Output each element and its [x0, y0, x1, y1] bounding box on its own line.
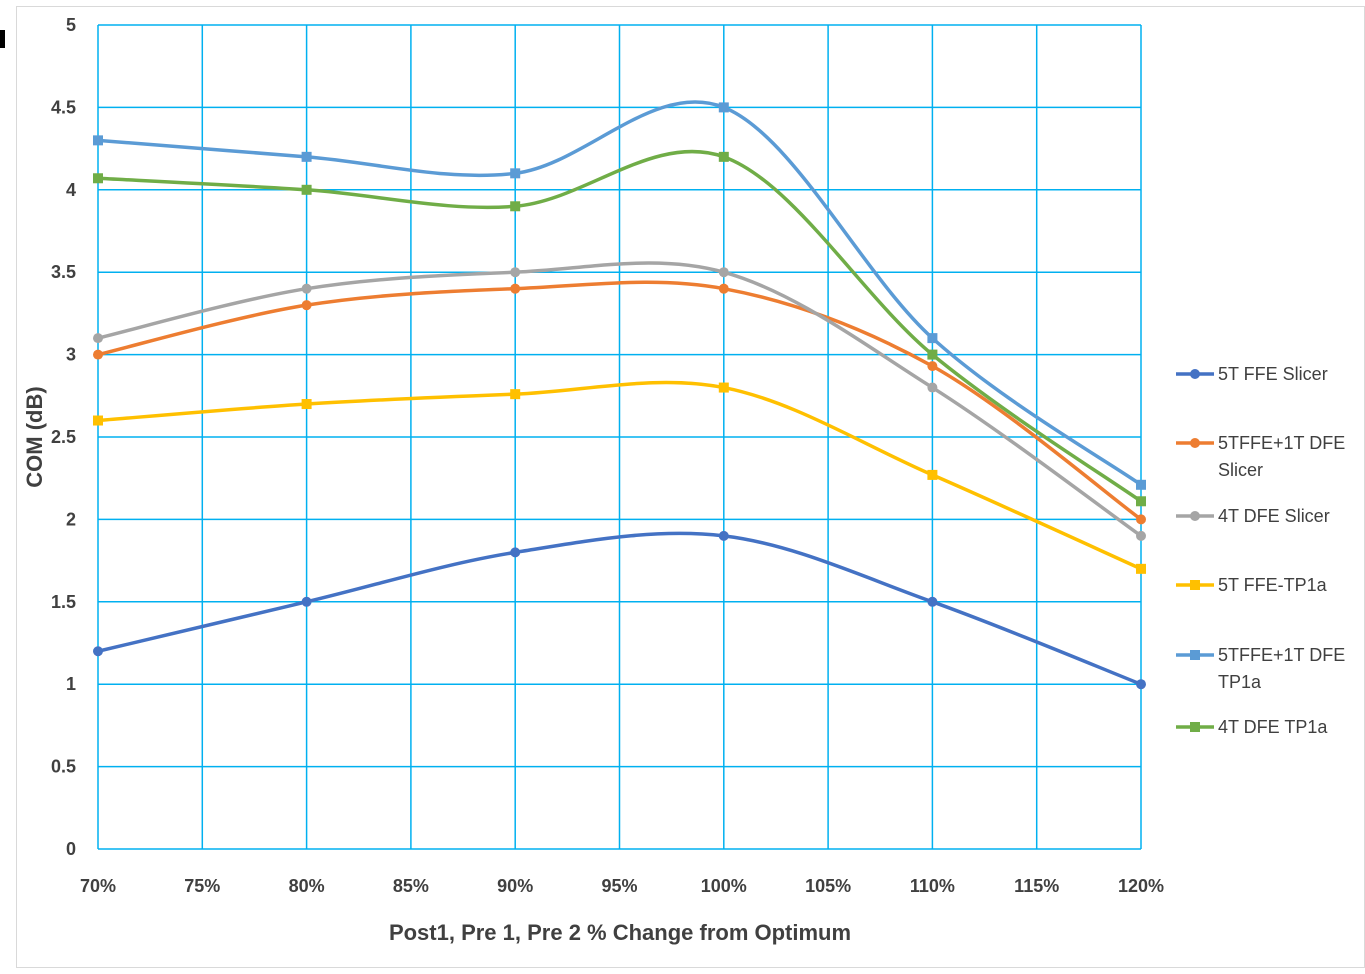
series-5	[93, 100, 1146, 490]
data-point	[301, 283, 312, 294]
x-tick-label: 90%	[497, 876, 533, 896]
data-point	[510, 283, 521, 294]
legend-label: 4T DFE Slicer	[1218, 506, 1330, 526]
data-point	[510, 168, 521, 179]
data-point	[927, 596, 938, 607]
data-point	[927, 469, 938, 480]
series-line	[97, 380, 1142, 571]
legend-label: 5TFFE+1T DFE TP1a	[1218, 645, 1345, 692]
x-tick-label: 85%	[393, 876, 429, 896]
corner-mark	[0, 30, 5, 48]
data-point	[718, 102, 729, 113]
data-point	[510, 547, 521, 558]
x-tick-label: 70%	[80, 876, 116, 896]
data-point	[927, 333, 938, 344]
data-point	[1136, 479, 1146, 490]
x-axis-title: Post1, Pre 1, Pre 2 % Change from Optimu…	[389, 920, 851, 945]
legend-swatch-marker	[1190, 438, 1200, 448]
data-point	[718, 382, 729, 393]
series-line	[97, 261, 1143, 538]
series-line	[97, 280, 1143, 521]
data-point	[93, 646, 103, 657]
legend-swatch-marker	[1190, 369, 1200, 379]
y-tick-label: 1	[66, 674, 76, 694]
series-line	[97, 100, 1143, 487]
legend-label: 5T FFE-TP1a	[1218, 575, 1328, 595]
y-tick-label: 5	[66, 15, 76, 35]
y-tick-label: 2	[66, 509, 76, 529]
data-point	[301, 596, 312, 607]
y-tick-label: 0.5	[51, 757, 76, 777]
x-tick-label: 105%	[805, 876, 851, 896]
series-4	[93, 380, 1146, 574]
data-point	[93, 135, 103, 146]
data-point	[510, 389, 521, 400]
series-layer	[93, 100, 1146, 690]
y-tick-label: 2.5	[51, 427, 76, 447]
x-tick-label: 110%	[910, 876, 955, 896]
data-point	[1136, 496, 1146, 507]
data-point	[1136, 514, 1146, 525]
legend-item: 5TFFE+1T DFE Slicer	[1176, 433, 1345, 480]
legend-item: 5T FFE-TP1a	[1176, 575, 1328, 595]
y-axis-title: COM (dB)	[22, 386, 47, 487]
data-point	[93, 349, 103, 360]
data-point	[927, 382, 938, 393]
x-tick-label: 75%	[184, 876, 220, 896]
data-point	[93, 333, 103, 344]
data-point	[301, 184, 312, 195]
legend-label: 5TFFE+1T DFE Slicer	[1218, 433, 1345, 480]
data-point	[1136, 563, 1146, 574]
data-point	[301, 399, 312, 410]
series-2	[93, 280, 1146, 525]
x-tick-label: 80%	[289, 876, 325, 896]
legend-label: 4T DFE TP1a	[1218, 717, 1328, 737]
data-point	[93, 173, 103, 184]
legend-swatch-marker	[1190, 580, 1200, 590]
series-line	[97, 531, 1142, 686]
y-tick-label: 1.5	[51, 592, 76, 612]
legend-item: 4T DFE Slicer	[1176, 506, 1330, 526]
y-tick-label: 0	[66, 839, 76, 859]
series-line	[97, 149, 1143, 503]
legend-swatch-marker	[1190, 650, 1200, 660]
y-tick-label: 3	[66, 345, 76, 365]
y-tick-label: 4	[66, 180, 76, 200]
data-point	[718, 530, 729, 541]
x-tick-label: 120%	[1118, 876, 1164, 896]
data-point	[510, 267, 521, 278]
legend-item: 4T DFE TP1a	[1176, 717, 1328, 737]
x-tick-label: 100%	[701, 876, 747, 896]
y-tick-label: 3.5	[51, 262, 76, 282]
series-3	[93, 261, 1146, 541]
legend: 5T FFE Slicer 5TFFE+1T DFE Slicer 4T DFE Sl…	[1176, 364, 1345, 737]
legend-item: 5TFFE+1T DFE TP1a	[1176, 645, 1345, 692]
data-point	[301, 300, 312, 311]
data-point	[927, 349, 938, 360]
legend-swatch-marker	[1190, 722, 1200, 732]
tick-layer: 70% 75% 80% 85% 90% 95% 100% 105% 110% 115% 120% 0 0…	[51, 15, 1164, 896]
x-tick-label: 115%	[1014, 876, 1059, 896]
data-point	[718, 151, 729, 162]
series-6	[93, 149, 1146, 507]
data-point	[1136, 679, 1146, 690]
y-tick-label: 4.5	[51, 97, 76, 117]
data-point	[301, 151, 312, 162]
data-point	[927, 361, 938, 372]
series-1	[93, 530, 1146, 690]
legend-swatch-marker	[1190, 511, 1200, 521]
data-point	[718, 283, 729, 294]
data-point	[93, 415, 103, 426]
data-point	[718, 267, 729, 278]
data-point	[510, 201, 521, 212]
legend-item: 5T FFE Slicer	[1176, 364, 1328, 384]
grid-layer	[97, 24, 1142, 850]
x-tick-label: 95%	[601, 876, 637, 896]
data-point	[1136, 530, 1146, 541]
legend-label: 5T FFE Slicer	[1218, 364, 1328, 384]
